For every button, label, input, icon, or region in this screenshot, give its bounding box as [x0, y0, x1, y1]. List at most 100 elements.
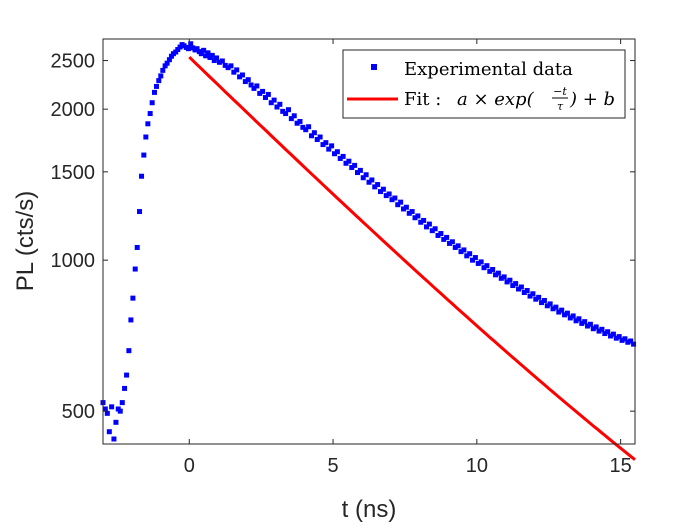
legend-fit-formula-b: ) + b — [569, 89, 615, 110]
data-point — [392, 195, 398, 201]
data-point — [438, 231, 444, 237]
data-point — [260, 88, 266, 94]
data-point — [254, 83, 260, 89]
data-point — [556, 309, 562, 315]
data-point — [553, 304, 559, 310]
data-point — [596, 328, 602, 334]
data-point — [168, 53, 174, 59]
data-point — [470, 257, 476, 263]
data-point — [216, 59, 222, 65]
data-point — [403, 204, 409, 210]
data-point — [602, 331, 608, 337]
data-point — [435, 232, 441, 238]
data-point — [608, 333, 614, 339]
data-point — [317, 134, 323, 140]
data-point — [201, 47, 207, 53]
data-point — [147, 111, 153, 117]
data-point — [415, 213, 421, 219]
data-point — [564, 310, 570, 316]
data-point — [599, 326, 605, 332]
data-point — [271, 97, 277, 103]
data-point — [441, 236, 447, 242]
data-point — [343, 160, 349, 166]
data-point — [510, 283, 516, 289]
axes-box — [102, 38, 636, 445]
data-point — [130, 295, 136, 301]
data-point — [380, 186, 386, 192]
data-point — [291, 113, 297, 119]
data-layer — [100, 41, 637, 442]
data-point — [306, 124, 312, 130]
legend-data-marker — [371, 64, 377, 70]
data-point — [418, 219, 424, 225]
data-point — [366, 179, 372, 185]
data-point — [139, 173, 145, 179]
x-axis-label: t (ns) — [342, 496, 397, 523]
data-point — [194, 46, 200, 52]
data-point — [541, 297, 547, 303]
data-point — [467, 251, 473, 257]
y-tick-label: 2000 — [51, 99, 96, 121]
data-point — [106, 429, 112, 435]
data-point — [360, 175, 366, 181]
data-point — [507, 277, 513, 283]
data-point — [349, 165, 355, 171]
data-point — [478, 259, 484, 265]
data-point — [268, 100, 274, 106]
data-point — [352, 162, 358, 168]
data-point — [294, 120, 300, 126]
data-point — [406, 210, 412, 216]
data-point — [337, 155, 343, 161]
data-point — [605, 329, 611, 335]
data-point — [567, 315, 573, 321]
y-tick-label: 500 — [62, 401, 95, 423]
data-point — [570, 313, 576, 319]
fit-layer — [188, 56, 636, 461]
data-point — [137, 209, 143, 215]
data-point — [149, 100, 155, 106]
data-point — [484, 263, 490, 269]
data-point — [389, 197, 395, 203]
data-point — [610, 331, 616, 337]
data-point — [458, 249, 464, 255]
data-point — [504, 279, 510, 285]
data-point — [421, 217, 427, 223]
data-point — [308, 133, 314, 139]
data-point — [472, 255, 478, 261]
data-point — [145, 121, 151, 127]
data-point — [340, 153, 346, 159]
data-point — [277, 101, 283, 107]
data-point — [490, 267, 496, 273]
data-point — [203, 53, 209, 59]
data-point — [487, 268, 493, 274]
data-point — [559, 307, 565, 313]
y-axis-label: PL (cts/s) — [12, 191, 39, 291]
data-point — [412, 215, 418, 221]
data-point — [401, 206, 407, 212]
data-point — [288, 116, 294, 122]
data-point — [314, 136, 320, 142]
data-point — [372, 184, 378, 190]
data-point — [323, 140, 329, 146]
data-point — [156, 78, 162, 84]
legend-data-label: Experimental data — [404, 59, 573, 80]
data-point — [622, 336, 628, 342]
data-point — [363, 172, 369, 178]
data-point — [475, 260, 481, 266]
x-tick-label: 10 — [466, 455, 488, 477]
y-tick-label: 1000 — [51, 250, 96, 272]
data-point — [513, 281, 519, 287]
data-point — [151, 89, 157, 95]
data-point — [516, 286, 522, 292]
data-point — [573, 318, 579, 324]
x-tick-label: 5 — [327, 455, 338, 477]
data-point — [141, 152, 147, 158]
data-point — [449, 239, 455, 245]
data-point — [429, 228, 435, 234]
data-point — [619, 337, 625, 343]
y-tick-label: 1500 — [51, 162, 96, 184]
data-point — [214, 55, 220, 61]
data-point — [582, 319, 588, 325]
data-point — [331, 151, 337, 157]
